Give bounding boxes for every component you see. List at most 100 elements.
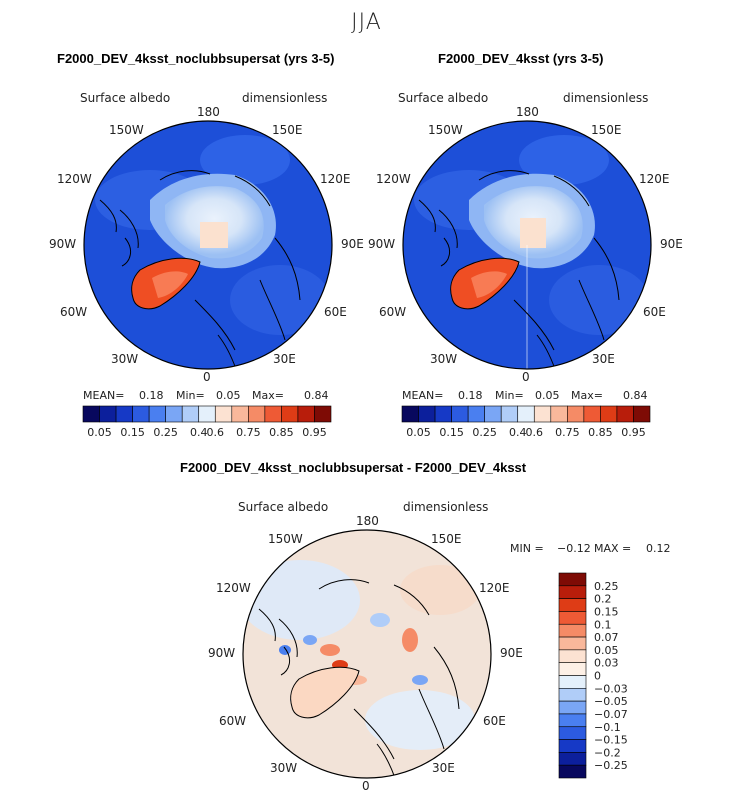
colorbar-swatch: [281, 405, 299, 423]
lon-label-30w: 30W: [111, 352, 139, 366]
colorbar-level-label: 0.2: [594, 593, 612, 606]
lon-label-90e: 90E: [341, 237, 364, 251]
colorbar-swatch: [558, 764, 587, 779]
colorbar-level-label: 0.07: [594, 631, 619, 644]
colorbar-tick-label: 0.85: [588, 426, 613, 439]
colorbar-swatch: [401, 405, 419, 423]
colorbar-swatch: [198, 405, 216, 423]
colorbar-swatch: [148, 405, 166, 423]
lon-label-180: 180: [516, 105, 539, 119]
colorbar-tick-label: 0.95: [621, 426, 646, 439]
colorbar-swatch: [132, 405, 150, 423]
lon-label-60w: 60W: [60, 305, 88, 319]
lon-label-150e: 150E: [431, 532, 462, 546]
colorbar-tick-label: 0.95: [302, 426, 327, 439]
panel1-variable: Surface albedo: [80, 91, 171, 105]
colorbar-swatch: [558, 752, 587, 766]
stats-max-3: 0.12: [646, 542, 671, 555]
colorbar-panel2: 0.05 0.15 0.25 0.4 0.6 0.75 0.85 0.95: [401, 405, 651, 439]
panel1-title: F2000_DEV_4ksst_noclubbsupersat (yrs 3-5…: [57, 51, 335, 66]
colorbar-swatch: [558, 713, 587, 728]
lon-label-60e: 60E: [324, 305, 347, 319]
colorbar-swatch: [558, 572, 587, 587]
colorbar-tick-label: 0.4: [190, 426, 208, 439]
colorbar-swatch: [558, 675, 587, 689]
lon-label-150w: 150W: [109, 123, 144, 137]
colorbar-swatch: [264, 405, 282, 423]
stats-mean-label-1: MEAN=: [83, 389, 125, 402]
colorbar-swatch: [533, 405, 552, 423]
colorbar-swatch: [558, 739, 587, 753]
stats-max-2: 0.84: [623, 389, 648, 402]
colorbar-swatch: [558, 611, 587, 625]
lon-label-0: 0: [203, 370, 211, 384]
colorbar-swatch: [181, 405, 200, 423]
colorbar-level-label: 0: [594, 670, 601, 683]
map-panel3: [243, 530, 491, 778]
colorbar-swatch: [99, 405, 117, 423]
colorbar-tick-label: 0.4: [509, 426, 527, 439]
colorbar-tick-label: 0.6: [526, 426, 544, 439]
lon-label-120w: 120W: [216, 581, 251, 595]
map-panel1: [84, 121, 332, 369]
panel1-units: dimensionless: [242, 91, 328, 105]
lon-label-180: 180: [197, 105, 220, 119]
stats-min-1: 0.05: [216, 389, 241, 402]
lon-label-120e: 120E: [639, 172, 670, 186]
colorbar-tick-label: 0.6: [207, 426, 225, 439]
panel2-title: F2000_DEV_4ksst (yrs 3-5): [438, 51, 604, 66]
stats-max-label-1: Max=: [252, 389, 284, 402]
colorbar-level-label: −0.25: [594, 759, 628, 772]
stats-min-label-2: Min=: [495, 389, 524, 402]
panel3-variable: Surface albedo: [238, 500, 329, 514]
stats-mean-label-2: MEAN=: [402, 389, 444, 402]
colorbar-level-label: −0.03: [594, 682, 628, 695]
colorbar-tick-label: 0.05: [406, 426, 431, 439]
colorbar-level-label: −0.15: [594, 734, 628, 747]
colorbar-level-label: 0.05: [594, 644, 619, 657]
colorbar-swatch: [214, 405, 233, 423]
colorbar-swatch: [550, 405, 568, 423]
colorbar-tick-label: 0.05: [87, 426, 112, 439]
lon-label-30w: 30W: [430, 352, 458, 366]
lon-label-60e: 60E: [643, 305, 666, 319]
lon-label-180: 180: [356, 514, 379, 528]
colorbar-tick-label: 0.75: [555, 426, 580, 439]
colorbar-swatch: [558, 636, 587, 651]
stats-min-label-1: Min=: [176, 389, 205, 402]
colorbar-swatch: [558, 585, 587, 599]
stats-min-3: −0.12: [557, 542, 591, 555]
colorbar-swatch: [567, 405, 585, 423]
colorbar-panel1: 0.05 0.15 0.25 0.4 0.6 0.75 0.85 0.95: [82, 405, 332, 439]
lon-label-90w: 90W: [208, 646, 236, 660]
lon-label-90e: 90E: [500, 646, 523, 660]
season-title: JJA: [351, 10, 382, 35]
stats-min-2: 0.05: [535, 389, 560, 402]
colorbar-tick-label: 0.25: [472, 426, 497, 439]
lon-label-120w: 120W: [57, 172, 92, 186]
colorbar-swatch: [115, 405, 133, 423]
stats-mean-1: 0.18: [139, 389, 164, 402]
stats-max-1: 0.84: [304, 389, 329, 402]
colorbar-level-label: −0.07: [594, 708, 628, 721]
lon-label-0: 0: [362, 779, 370, 793]
colorbar-swatch: [82, 405, 100, 423]
colorbar-tick-label: 0.75: [236, 426, 260, 439]
lon-label-60w: 60W: [219, 714, 247, 728]
stats-max-label-2: Max=: [571, 389, 603, 402]
panel2-variable: Surface albedo: [398, 91, 489, 105]
colorbar-swatch: [484, 405, 502, 423]
lon-label-120w: 120W: [376, 172, 411, 186]
panel3-units: dimensionless: [403, 500, 489, 514]
lon-label-90w: 90W: [49, 237, 77, 251]
panel2-units: dimensionless: [563, 91, 649, 105]
lon-label-30e: 30E: [432, 761, 455, 775]
colorbar-swatch: [583, 405, 601, 423]
colorbar-tick-label: 0.85: [269, 426, 294, 439]
colorbar-level-label: −0.2: [594, 746, 621, 759]
colorbar-level-label: 0.15: [594, 605, 619, 618]
lon-label-90w: 90W: [368, 237, 396, 251]
colorbar-swatch: [467, 405, 485, 423]
lon-label-30e: 30E: [592, 352, 615, 366]
